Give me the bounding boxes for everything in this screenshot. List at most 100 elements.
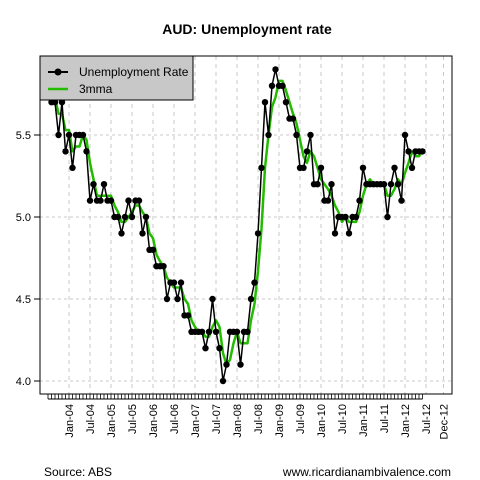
data-point: [254, 230, 262, 237]
data-point: [233, 328, 241, 335]
data-point: [356, 197, 363, 204]
data-point: [223, 361, 230, 368]
data-point: [408, 164, 416, 171]
data-point: [398, 197, 405, 204]
data-point: [83, 148, 90, 155]
data-point: [184, 312, 192, 319]
data-point: [289, 115, 297, 122]
chart-title: AUD: Unemployment rate: [162, 21, 332, 37]
x-tick-label: Jul-06: [169, 404, 181, 434]
data-point: [114, 213, 122, 221]
data-point: [107, 197, 115, 204]
legend-marker-rate: [54, 68, 62, 76]
data-point: [142, 213, 150, 221]
data-point: [209, 295, 216, 303]
data-point: [307, 131, 314, 139]
x-tick-label: Jan-04: [64, 404, 76, 438]
data-point: [300, 164, 307, 171]
data-point: [314, 181, 321, 188]
data-point: [380, 181, 388, 188]
data-point: [317, 164, 325, 171]
data-point: [331, 230, 339, 237]
data-point: [118, 230, 125, 237]
data-point: [135, 197, 143, 204]
data-point: [174, 295, 181, 303]
y-tick-label: 5.0: [16, 212, 31, 224]
data-point: [352, 213, 360, 221]
x-tick-label: Jul-04: [85, 404, 97, 434]
data-point: [419, 148, 426, 155]
legend-label-rate: Unemployment Rate: [79, 65, 189, 79]
grid: [40, 56, 452, 394]
data-point: [163, 295, 171, 303]
data-point: [265, 131, 272, 139]
x-tick-label: Jul-09: [295, 404, 307, 434]
data-point: [324, 197, 332, 204]
x-tick-label: Jan-12: [400, 404, 412, 438]
data-point: [328, 181, 335, 188]
x-tick-label: Jan-10: [316, 404, 328, 438]
x-tick-label: Jan-07: [190, 404, 202, 438]
y-tick-label: 4.0: [16, 376, 31, 388]
x-tick-label: Jan-08: [232, 404, 244, 438]
website-label: www.ricardianambivalence.com: [282, 465, 451, 479]
data-point: [293, 131, 300, 139]
x-tick-label: Jan-06: [148, 404, 160, 438]
x-tick-label: Jan-05: [106, 404, 118, 438]
data-point: [125, 197, 132, 204]
y-axis: 4.0 4.5 5.0 5.5: [16, 130, 40, 388]
data-point: [62, 148, 69, 155]
data-point: [160, 263, 167, 270]
y-tick-label: 4.5: [16, 294, 31, 306]
x-tick-label: Jan-11: [358, 404, 370, 437]
data-point: [65, 131, 73, 139]
data-point: [86, 197, 94, 204]
data-point: [345, 230, 353, 237]
data-point: [251, 279, 258, 286]
data-point: [272, 66, 279, 73]
legend-label-3mma: 3mma: [79, 82, 113, 96]
data-point: [282, 99, 290, 106]
data-point: [405, 148, 412, 155]
series-layer: [44, 66, 426, 385]
x-tick-label: Jul-05: [127, 404, 139, 434]
x-tick-label: Jul-10: [337, 404, 349, 434]
data-point: [97, 197, 104, 204]
data-point: [212, 328, 220, 335]
data-point: [391, 164, 398, 171]
data-point: [149, 246, 157, 253]
data-point: [401, 131, 409, 139]
data-point: [58, 99, 66, 106]
plot-frame: [39, 55, 453, 395]
y-tick-label: 5.5: [16, 130, 31, 142]
data-point: [177, 279, 185, 286]
data-point: [55, 131, 62, 139]
x-tick-label: Jan-09: [274, 404, 286, 438]
legend-box: [39, 55, 194, 101]
data-point: [139, 230, 146, 237]
series-3mma-line: [53, 79, 424, 366]
x-axis: Jan-04 Jul-04 Jan-05 Jul-05 Jan-06 Jul-06 Jan-…: [47, 394, 451, 439]
data-point: [216, 345, 223, 352]
data-point: [279, 82, 286, 90]
x-tick-label: Dec-12: [439, 404, 451, 439]
x-tick-label: Jul-12: [421, 404, 433, 434]
data-point: [384, 213, 391, 221]
data-point: [244, 328, 251, 335]
data-point: [128, 213, 136, 221]
x-tick-label: Jul-08: [253, 404, 265, 434]
x-tick-label: Jul-07: [211, 404, 223, 434]
data-point: [394, 181, 402, 188]
data-point: [258, 164, 265, 171]
data-point: [202, 345, 209, 352]
data-point: [261, 99, 269, 106]
data-point: [268, 82, 276, 90]
legend: Unemployment Rate 3mma: [39, 55, 194, 101]
data-point: [387, 181, 395, 188]
data-point: [79, 131, 87, 139]
data-point: [303, 148, 311, 155]
data-point: [69, 164, 76, 171]
data-point: [205, 328, 213, 335]
data-point: [342, 213, 349, 221]
